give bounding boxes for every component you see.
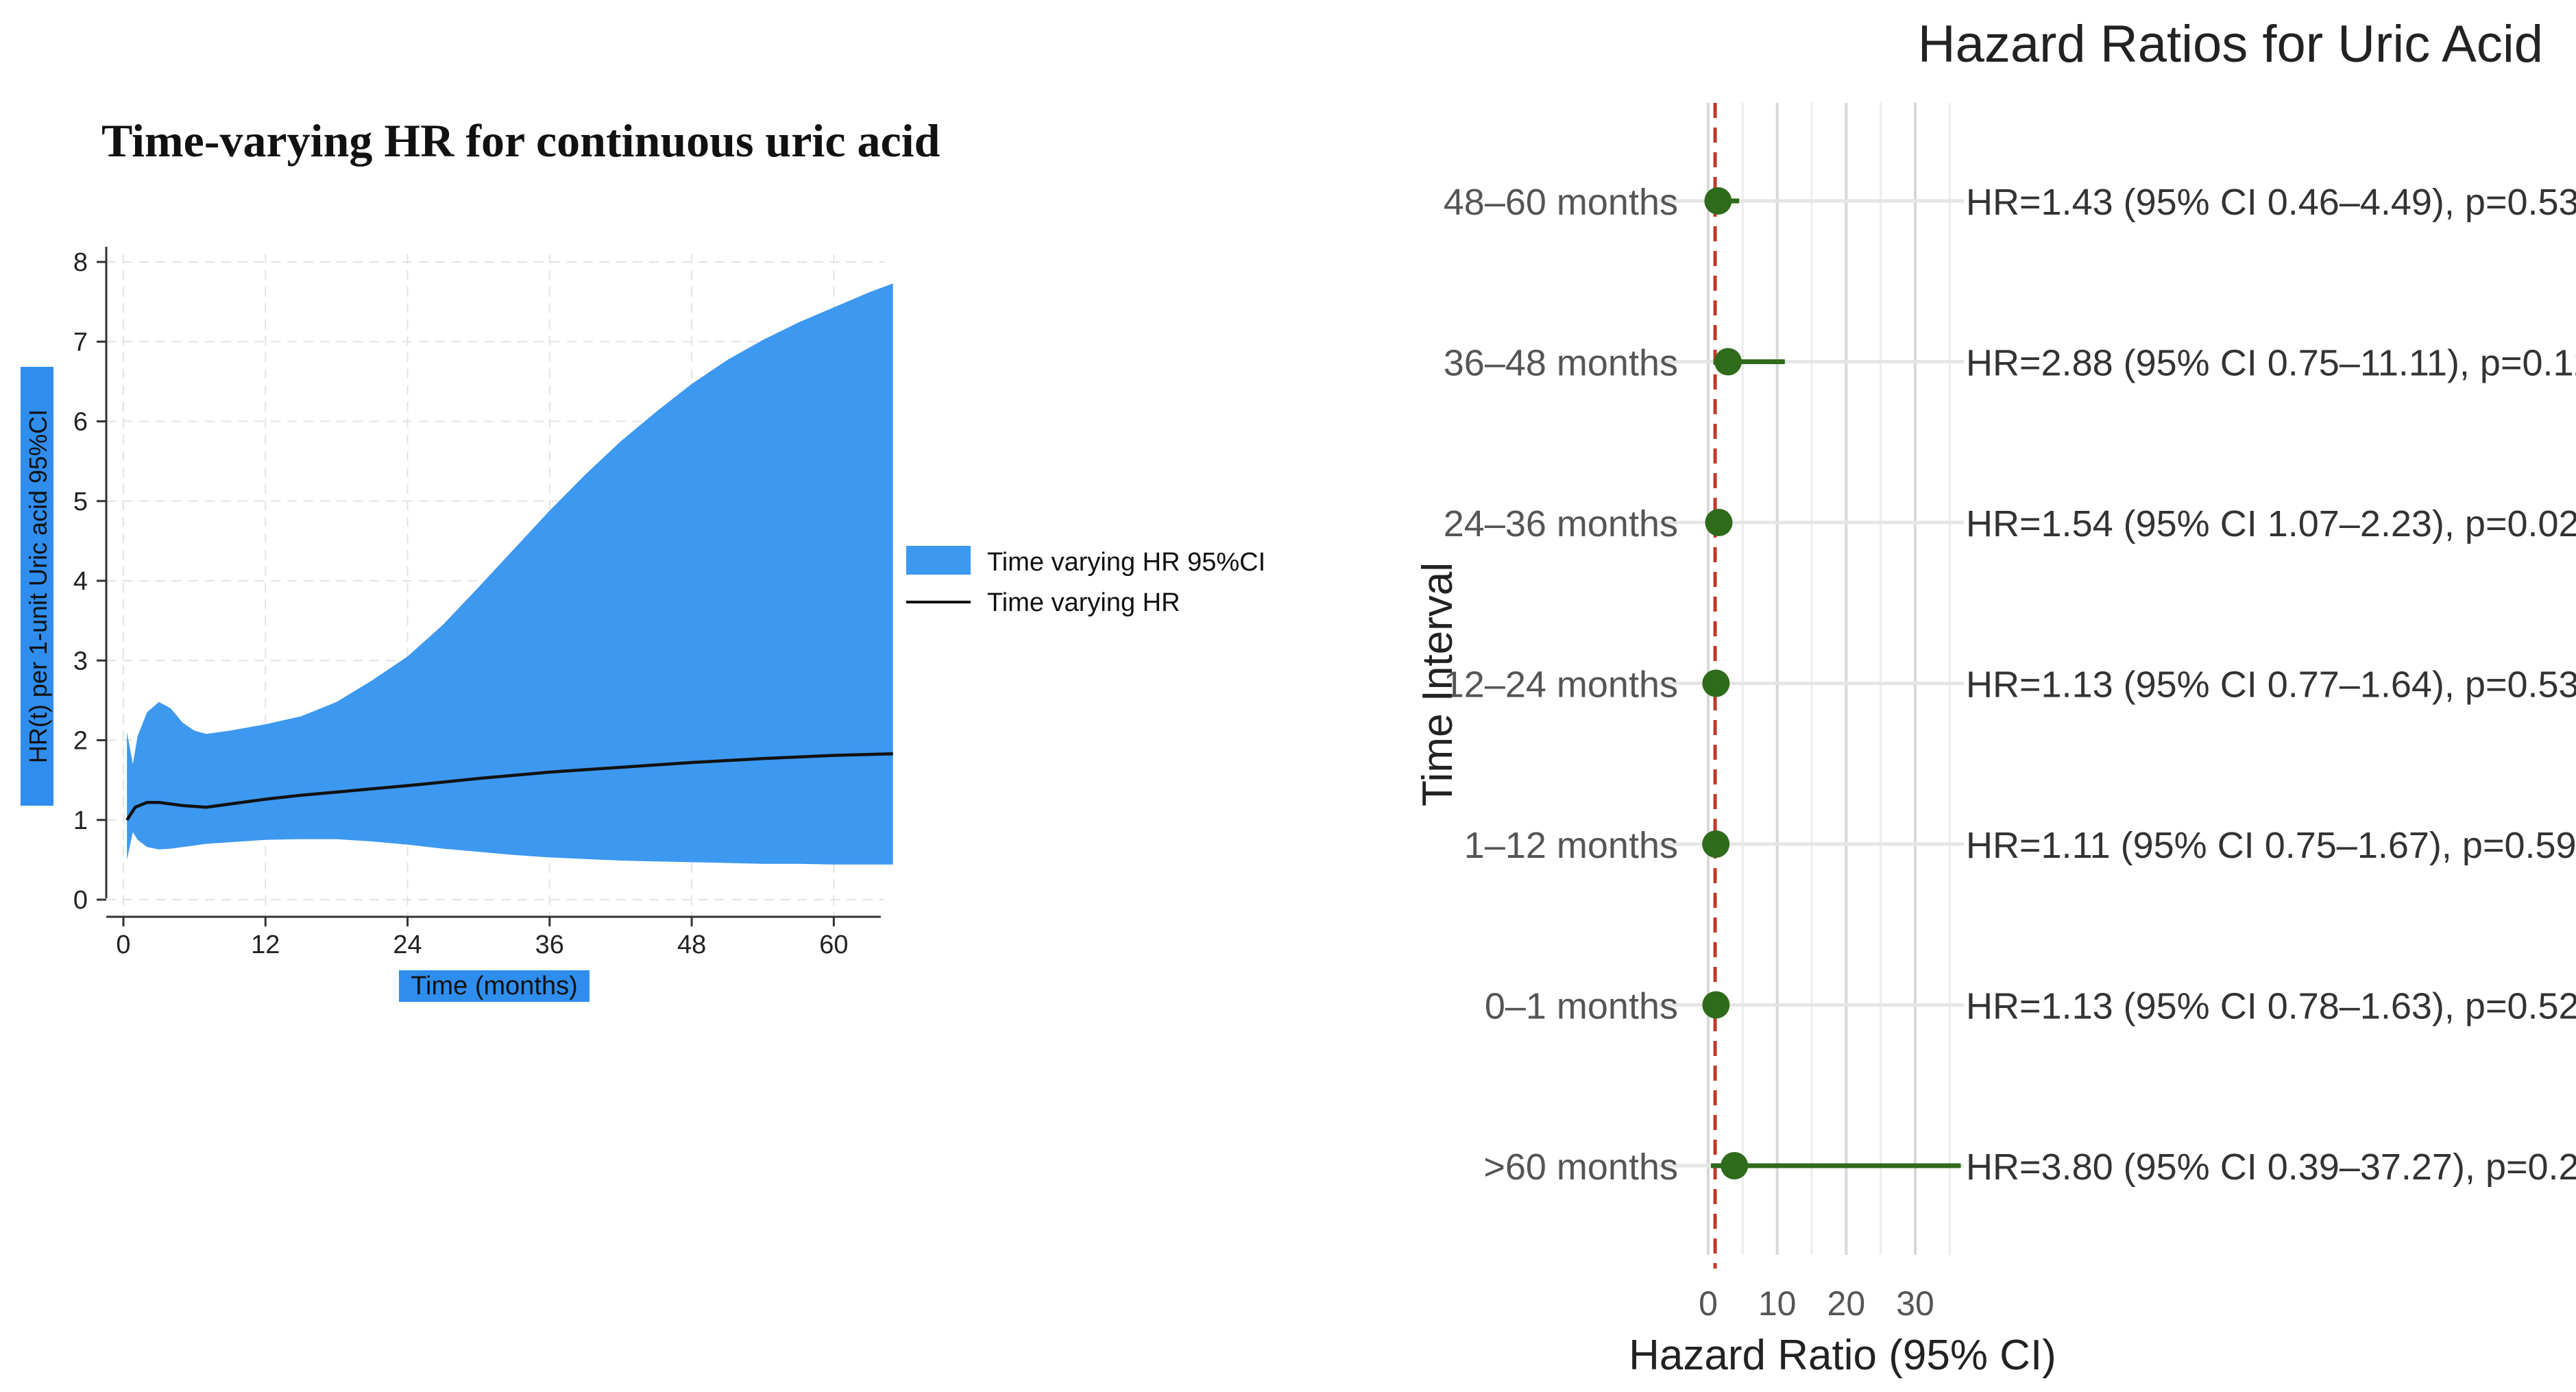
hr-point bbox=[1702, 669, 1730, 697]
left-y-tick-label: 7 bbox=[73, 328, 88, 357]
left-x-tick-label: 60 bbox=[819, 931, 848, 959]
left-y-tick-label: 6 bbox=[73, 408, 88, 437]
right-y-label: Time Interval bbox=[1414, 562, 1461, 806]
right-x-tick-label: 10 bbox=[1758, 1284, 1797, 1323]
right-x-tick-label: 30 bbox=[1896, 1284, 1934, 1323]
row-annotation: HR=1.11 (95% CI 0.75–1.67), p=0.597 bbox=[1966, 825, 2576, 866]
right-x-ticks: 0 10 20 30 bbox=[1699, 1284, 1934, 1323]
row-annotation: HR=1.13 (95% CI 0.78–1.63), p=0.528 bbox=[1966, 986, 2576, 1027]
left-y-tick-label: 4 bbox=[73, 567, 88, 596]
row-label: 36–48 months bbox=[1444, 343, 1678, 384]
left-y-label-group: HR(t) per 1-unit Uric acid 95%CI bbox=[21, 367, 53, 806]
right-grid bbox=[1707, 103, 1951, 1255]
left-x-tick-label: 36 bbox=[535, 931, 564, 959]
hr-point bbox=[1721, 1152, 1749, 1179]
left-y-tick-label: 8 bbox=[73, 248, 88, 277]
hr-point bbox=[1704, 187, 1732, 215]
row-label: 12–24 months bbox=[1444, 664, 1678, 706]
hr-point bbox=[1714, 348, 1742, 376]
left-y-tick-label: 3 bbox=[73, 647, 88, 675]
row-label: 0–1 months bbox=[1485, 986, 1678, 1027]
row-annotation: HR=1.13 (95% CI 0.77–1.64), p=0.534 bbox=[1966, 664, 2576, 706]
left-x-tick-label: 0 bbox=[116, 931, 130, 959]
row-label: 1–12 months bbox=[1464, 825, 1678, 866]
left-x-label: Time (months) bbox=[411, 972, 578, 1000]
ci-band-area bbox=[127, 283, 893, 865]
legend-label-ci: Time varying HR 95%CI bbox=[987, 548, 1265, 577]
right-x-tick-label: 0 bbox=[1699, 1284, 1718, 1323]
left-y-tick-label: 2 bbox=[73, 727, 88, 756]
row-annotation: HR=1.43 (95% CI 0.46–4.49), p=0.538 bbox=[1966, 182, 2576, 223]
left-x-label-highlight bbox=[399, 970, 590, 1002]
time-varying-hr-chart: Time-varying HR for continuous uric acid… bbox=[21, 115, 1265, 1002]
forest-plot: Hazard Ratios for Uric Acid 48–60 months… bbox=[1414, 15, 2576, 1379]
left-y-ticks: 0 1 2 3 4 5 6 7 8 bbox=[73, 248, 106, 915]
left-chart-title: Time-varying HR for continuous uric acid bbox=[101, 115, 940, 167]
hr-line bbox=[125, 752, 893, 821]
left-x-ticks: 0 12 24 36 48 60 bbox=[116, 917, 849, 959]
left-y-label-highlight bbox=[21, 367, 53, 806]
left-y-tick-label: 1 bbox=[73, 806, 88, 835]
left-y-tick-label: 0 bbox=[73, 886, 88, 915]
right-x-tick-label: 20 bbox=[1827, 1284, 1866, 1323]
right-chart-title: Hazard Ratios for Uric Acid bbox=[1918, 15, 2543, 73]
row-label: 48–60 months bbox=[1444, 182, 1678, 223]
hr-point bbox=[1702, 830, 1730, 858]
hr-point bbox=[1705, 509, 1733, 536]
legend-swatch-ci bbox=[906, 546, 971, 575]
row-label: >60 months bbox=[1483, 1147, 1678, 1188]
left-x-tick-label: 12 bbox=[251, 931, 280, 959]
forest-points bbox=[1702, 187, 1961, 1179]
left-y-label: HR(t) per 1-unit Uric acid 95%CI bbox=[24, 409, 52, 763]
row-annotation: HR=1.54 (95% CI 1.07–2.23), p=0.021 bbox=[1966, 503, 2576, 544]
left-legend: Time varying HR 95%CI Time varying HR bbox=[906, 546, 1265, 617]
row-annotation: HR=2.88 (95% CI 0.75–11.11), p=0.124 bbox=[1966, 343, 2576, 384]
left-y-tick-label: 5 bbox=[73, 488, 88, 516]
forest-rows: 48–60 months HR=1.43 (95% CI 0.46–4.49), … bbox=[1444, 182, 2576, 1188]
row-annotation: HR=3.80 (95% CI 0.39–37.27), p=0.252 bbox=[1966, 1147, 2576, 1188]
row-label: 24–36 months bbox=[1444, 503, 1678, 544]
left-x-tick-label: 24 bbox=[393, 931, 422, 959]
hr-point bbox=[1702, 991, 1730, 1019]
legend-label-line: Time varying HR bbox=[987, 588, 1180, 617]
left-x-tick-label: 48 bbox=[677, 931, 706, 959]
right-x-label: Hazard Ratio (95% CI) bbox=[1629, 1332, 2056, 1379]
